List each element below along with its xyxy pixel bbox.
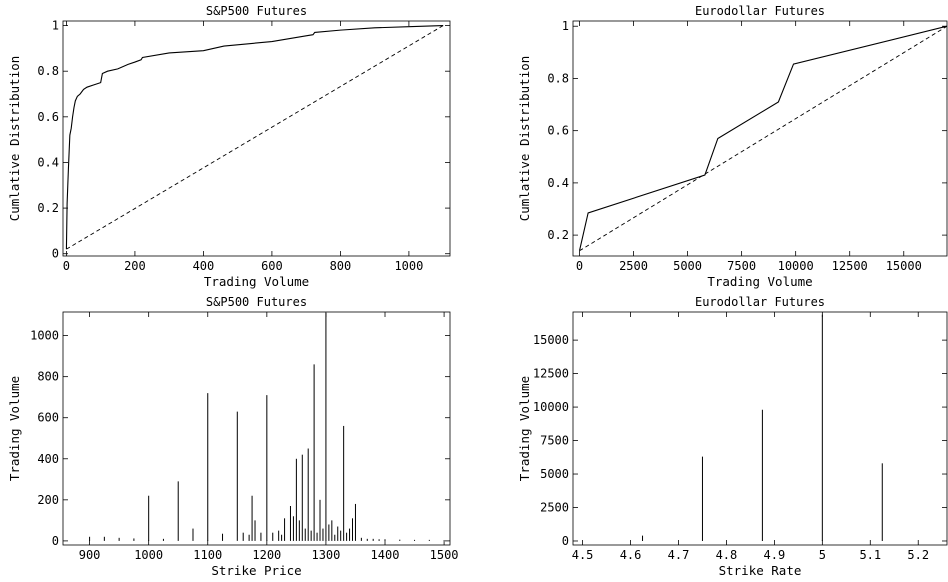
y-tick-label: 10000 [533, 400, 569, 414]
x-tick-label: 200 [124, 259, 146, 273]
y-tick-label: 7500 [540, 434, 569, 448]
x-axis-label: Strike Rate [719, 563, 802, 578]
x-tick-label: 4.7 [668, 548, 690, 562]
plot-marks [89, 313, 430, 541]
chart-panel-2: Eurodollar Futures Trading Volume Cumlativ… [517, 4, 948, 289]
x-tick-label: 1300 [311, 548, 340, 562]
x-tick-label: 5.2 [907, 548, 929, 562]
x-tick-label: 1000 [394, 259, 423, 273]
reference-line [579, 25, 947, 252]
y-tick-label: 12500 [533, 367, 569, 381]
y-tick-label: 1 [52, 19, 59, 33]
x-axis-label: Strike Price [211, 563, 301, 578]
y-tick-label: 0 [562, 534, 569, 548]
plot-marks [642, 314, 883, 541]
x-tick-label: 1100 [193, 548, 222, 562]
x-tick-label: 7500 [727, 259, 756, 273]
y-tick-label: 15000 [533, 333, 569, 347]
y-tick-label: 1000 [30, 329, 59, 343]
cdf-line [65, 25, 444, 250]
x-tick-label: 400 [193, 259, 215, 273]
y-axis-label: Trading Volume [517, 376, 532, 481]
y-tick-label: 0.4 [37, 155, 59, 169]
y-tick-label: 1 [562, 19, 569, 33]
plot-frame [62, 311, 451, 546]
x-tick-label: 1000 [134, 548, 163, 562]
x-tick-label: 1500 [430, 548, 459, 562]
x-tick-label: 4.6 [620, 548, 642, 562]
reference-line [66, 25, 444, 250]
x-tick-label: 5000 [673, 259, 702, 273]
plot-frame [572, 311, 948, 546]
y-tick-label: 0.6 [547, 124, 569, 138]
y-tick-label: 200 [37, 493, 59, 507]
x-tick-label: 800 [330, 259, 352, 273]
y-tick-label: 0.6 [37, 110, 59, 124]
x-tick-label: 600 [261, 259, 283, 273]
x-tick-label: 10000 [778, 259, 814, 273]
y-tick-label: 0.2 [547, 228, 569, 242]
x-tick-label: 0 [576, 259, 583, 273]
y-tick-label: 0 [52, 534, 59, 548]
y-tick-label: 0.4 [547, 176, 569, 190]
chart-title: Eurodollar Futures [695, 295, 825, 309]
cdf-line [578, 25, 947, 251]
x-axis-label: Trading Volume [707, 274, 812, 289]
y-tick-label: 800 [37, 370, 59, 384]
x-tick-label: 2500 [619, 259, 648, 273]
chart-panel-3: S&P500 Futures Strike Price Trading Volume… [7, 295, 459, 578]
chart-title: S&P500 Futures [206, 4, 307, 18]
x-tick-label: 4.9 [764, 548, 786, 562]
y-axis-label: Cumlative Distribution [517, 56, 532, 222]
y-tick-label: 600 [37, 411, 59, 425]
plot-marks [65, 25, 444, 250]
chart-title: Eurodollar Futures [695, 4, 825, 18]
x-tick-label: 1400 [371, 548, 400, 562]
x-tick-label: 5.1 [859, 548, 881, 562]
y-tick-label: 2500 [540, 501, 569, 515]
chart-panel-4: Eurodollar Futures Strike Rate Trading Vol… [517, 295, 948, 578]
y-tick-label: 5000 [540, 467, 569, 481]
chart-title: S&P500 Futures [206, 295, 307, 309]
x-tick-label: 12500 [832, 259, 868, 273]
y-tick-label: 0 [52, 247, 59, 261]
y-axis-label: Trading Volume [7, 376, 22, 481]
y-tick-label: 0.8 [547, 71, 569, 85]
x-tick-label: 4.8 [716, 548, 738, 562]
x-tick-label: 15000 [886, 259, 922, 273]
y-tick-label: 0.2 [37, 201, 59, 215]
x-tick-label: 4.5 [572, 548, 594, 562]
plot-frame [62, 20, 451, 257]
x-tick-label: 0 [63, 259, 70, 273]
y-tick-label: 400 [37, 452, 59, 466]
x-tick-label: 900 [79, 548, 101, 562]
y-tick-label: 0.8 [37, 64, 59, 78]
x-tick-label: 5 [819, 548, 826, 562]
x-axis-label: Trading Volume [204, 274, 309, 289]
chart-panel-1: S&P500 Futures Trading Volume Cumlative Di… [7, 4, 451, 289]
y-axis-label: Cumlative Distribution [7, 56, 22, 222]
plot-frame [572, 20, 948, 257]
plot-marks [578, 25, 947, 252]
x-tick-label: 1200 [252, 548, 281, 562]
